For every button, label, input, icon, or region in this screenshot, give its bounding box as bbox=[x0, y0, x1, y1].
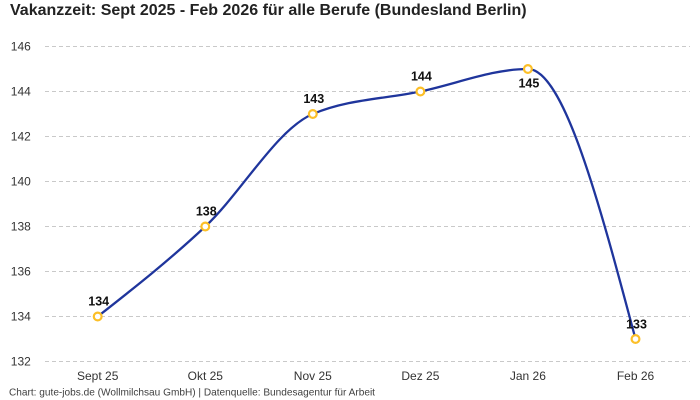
svg-text:134: 134 bbox=[88, 294, 109, 308]
svg-text:Chart: gute-jobs.de (Wollmilch: Chart: gute-jobs.de (Wollmilchsau GmbH) … bbox=[9, 388, 375, 399]
svg-text:Dez 25: Dez 25 bbox=[401, 369, 439, 383]
svg-text:Jan 26: Jan 26 bbox=[510, 369, 546, 383]
svg-text:Vakanzzeit: Sept 2025 - Feb 20: Vakanzzeit: Sept 2025 - Feb 2026 für all… bbox=[10, 2, 527, 19]
svg-text:142: 142 bbox=[11, 130, 31, 144]
svg-text:144: 144 bbox=[11, 85, 31, 99]
svg-text:133: 133 bbox=[626, 318, 647, 332]
svg-text:Sept 25: Sept 25 bbox=[77, 369, 119, 383]
svg-text:138: 138 bbox=[11, 220, 31, 234]
svg-text:145: 145 bbox=[518, 77, 539, 91]
svg-text:146: 146 bbox=[11, 40, 31, 54]
svg-text:138: 138 bbox=[196, 204, 217, 218]
svg-text:140: 140 bbox=[11, 175, 31, 189]
svg-text:Nov 25: Nov 25 bbox=[294, 369, 332, 383]
svg-text:143: 143 bbox=[303, 92, 324, 106]
svg-text:132: 132 bbox=[11, 355, 31, 369]
svg-text:Feb 26: Feb 26 bbox=[617, 369, 655, 383]
svg-text:144: 144 bbox=[411, 69, 432, 83]
svg-text:Okt 25: Okt 25 bbox=[188, 369, 224, 383]
svg-text:134: 134 bbox=[11, 310, 31, 324]
svg-text:136: 136 bbox=[11, 265, 31, 279]
